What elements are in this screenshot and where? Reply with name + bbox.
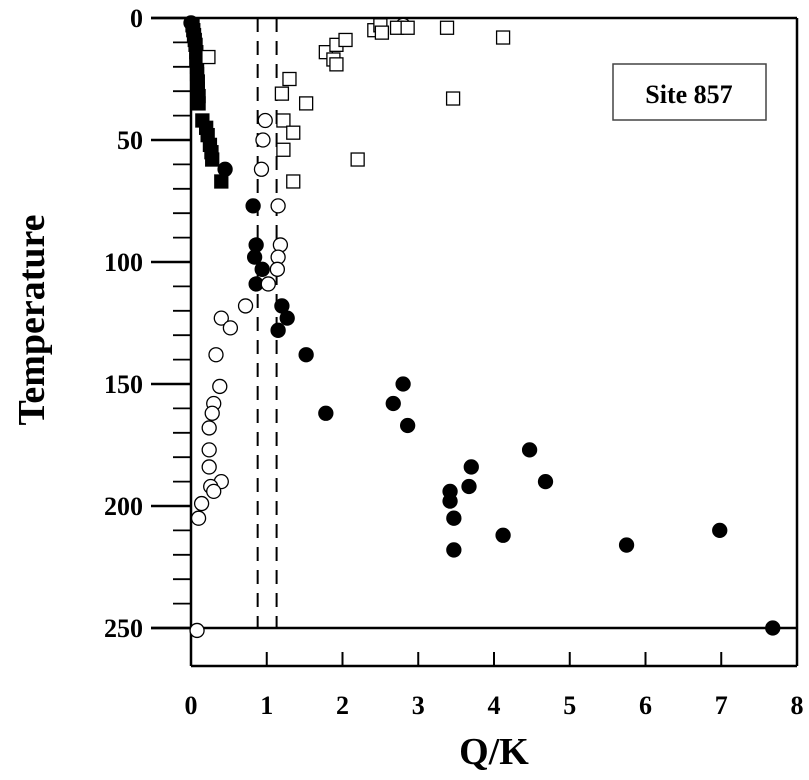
data-point-open-circle — [257, 112, 273, 129]
data-point-open-square — [282, 71, 297, 87]
data-point-filled-circle — [618, 537, 635, 553]
y-tick-label: 200 — [104, 492, 143, 521]
data-point-filled-square — [214, 174, 229, 189]
data-point-open-circle — [201, 442, 217, 458]
data-point-open-circle — [193, 495, 210, 512]
data-point-open-circle — [255, 132, 271, 148]
x-tick-label: 7 — [715, 691, 728, 720]
data-point-open-square — [276, 142, 291, 157]
data-point-filled-circle — [183, 15, 199, 31]
data-point-open-circle — [208, 347, 224, 363]
data-point-filled-circle — [217, 161, 233, 177]
series-open-circle — [189, 17, 411, 639]
data-point-filled-circle — [712, 522, 728, 539]
data-point-filled-circle — [395, 376, 411, 392]
data-point-open-square — [329, 57, 344, 72]
data-marks — [183, 15, 781, 639]
data-point-open-circle — [270, 198, 286, 214]
data-point-filled-circle — [254, 261, 270, 277]
data-point-open-square — [286, 125, 301, 140]
data-point-open-square — [350, 152, 365, 167]
data-point-open-square — [298, 96, 314, 111]
data-point-open-circle — [237, 298, 254, 314]
data-point-open-square — [274, 86, 290, 101]
legend-text: Site 857 — [645, 80, 732, 109]
data-point-open-circle — [206, 483, 222, 500]
data-point-open-circle — [253, 161, 270, 177]
data-point-filled-circle — [495, 527, 511, 543]
data-point-filled-circle — [461, 478, 477, 495]
data-point-filled-circle — [446, 542, 462, 558]
data-point-filled-circle — [463, 459, 479, 475]
x-tick-label: 4 — [488, 691, 501, 720]
data-point-open-circle — [213, 310, 229, 326]
data-point-open-circle — [222, 320, 239, 336]
data-point-open-square — [495, 30, 511, 45]
data-point-open-square — [400, 20, 415, 35]
x-tick-label: 5 — [563, 691, 576, 720]
series-filled-circle — [183, 15, 781, 636]
y-axis-label: Temperature — [11, 214, 53, 425]
data-point-open-circle — [201, 459, 217, 475]
data-point-open-circle — [189, 622, 205, 639]
x-tick-label: 2 — [336, 691, 349, 720]
data-point-open-circle — [204, 405, 220, 421]
y-tick-label: 100 — [104, 248, 143, 277]
data-point-open-square — [445, 91, 461, 106]
data-point-filled-circle — [442, 493, 458, 509]
data-point-filled-circle — [279, 310, 295, 326]
y-tick-label: 50 — [117, 126, 143, 155]
series-open-square — [201, 18, 511, 189]
data-point-filled-circle — [446, 510, 462, 526]
data-point-open-circle — [269, 261, 286, 277]
data-point-filled-circle — [765, 620, 781, 636]
axes: 0 50 100 150 200 250 0 1 2 3 4 5 6 7 8 — [104, 4, 804, 720]
y-tick-label: 150 — [104, 370, 143, 399]
data-point-open-square — [439, 20, 455, 35]
data-point-open-square — [201, 49, 216, 65]
y-tick-label: 0 — [130, 4, 143, 33]
series-filled-square — [185, 18, 229, 189]
x-axis-label: Q/K — [459, 731, 529, 773]
data-point-open-circle — [260, 276, 276, 292]
data-point-open-square — [286, 174, 301, 189]
data-point-open-square — [276, 113, 291, 128]
data-point-filled-square — [205, 152, 220, 167]
data-point-filled-circle — [245, 198, 261, 214]
data-point-filled-square — [191, 96, 206, 111]
x-tick-label: 6 — [639, 691, 652, 720]
reference-lines — [256, 18, 278, 628]
data-point-filled-circle — [521, 442, 538, 458]
data-point-filled-circle — [270, 322, 286, 338]
y-tick-label: 250 — [104, 614, 143, 643]
data-point-open-square — [374, 25, 390, 40]
x-tick-label: 8 — [791, 691, 804, 720]
data-point-filled-circle — [298, 347, 314, 363]
data-point-open-circle — [201, 420, 217, 436]
data-point-filled-circle — [399, 417, 416, 434]
data-point-open-circle — [212, 378, 228, 395]
data-point-open-circle — [190, 510, 207, 526]
legend-box: Site 857 — [612, 63, 767, 121]
x-tick-label: 3 — [412, 691, 425, 720]
legend-frame — [612, 63, 767, 121]
data-point-open-square — [338, 32, 353, 48]
data-point-filled-circle — [318, 405, 334, 421]
data-point-filled-circle — [385, 395, 401, 412]
data-point-filled-circle — [246, 249, 263, 265]
x-tick-label: 1 — [260, 691, 273, 720]
x-tick-label: 0 — [185, 691, 198, 720]
data-point-filled-circle — [537, 473, 554, 490]
